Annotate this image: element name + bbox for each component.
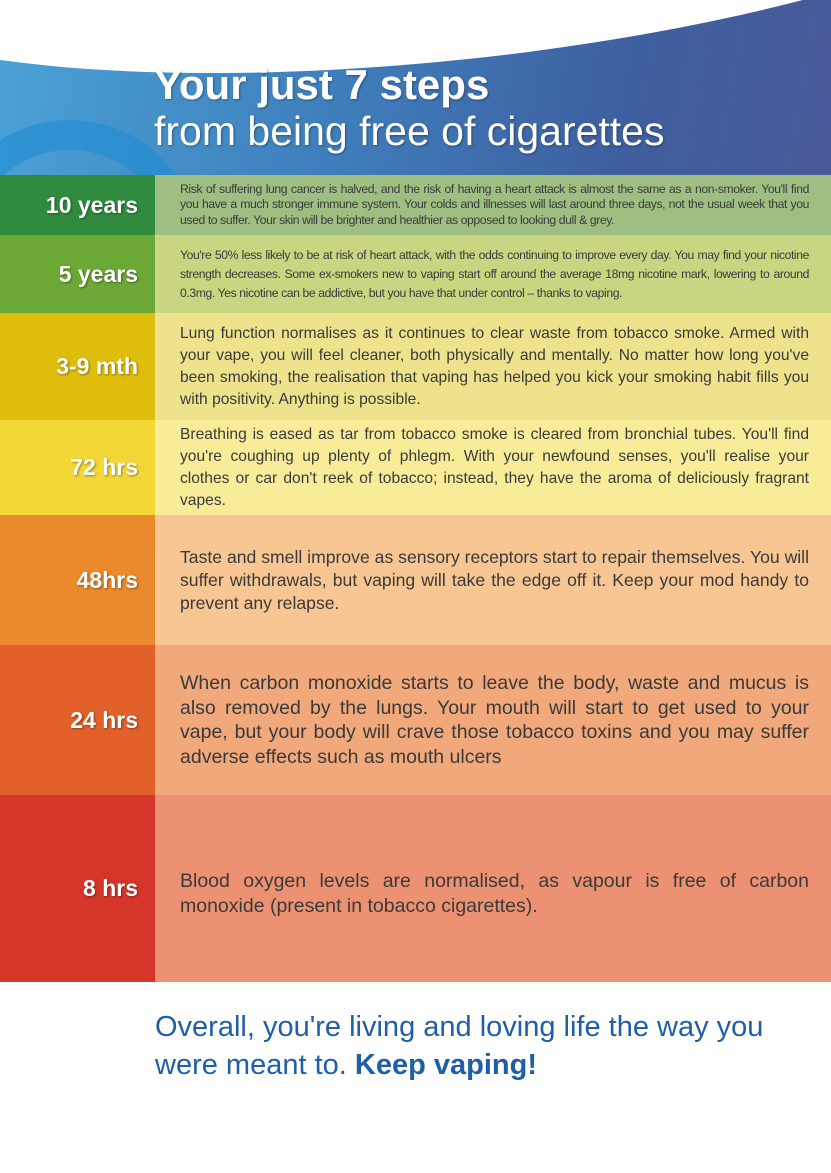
step-time-label: 3-9 mth bbox=[0, 313, 155, 420]
step-time-label: 5 years bbox=[0, 235, 155, 313]
step-description-panel: Lung function normalises as it continues… bbox=[155, 313, 831, 420]
step-time: 5 years bbox=[58, 260, 138, 287]
page-title: Your just 7 steps from being free of cig… bbox=[154, 61, 665, 155]
step-row: 72 hrs Breathing is eased as tar from to… bbox=[0, 420, 831, 515]
step-time-label: 48hrs bbox=[0, 515, 155, 645]
step-time: 24 hrs bbox=[70, 706, 138, 733]
title-line-1: Your just 7 steps bbox=[154, 61, 490, 108]
step-description-panel: When carbon monoxide starts to leave the… bbox=[155, 645, 831, 795]
header-banner: Your just 7 steps from being free of cig… bbox=[0, 0, 831, 175]
step-description: You're 50% less likely to be at risk of … bbox=[180, 247, 809, 300]
step-description-panel: Blood oxygen levels are normalised, as v… bbox=[155, 795, 831, 982]
step-row: 8 hrs Blood oxygen levels are normalised… bbox=[0, 795, 831, 982]
step-time: 3-9 mth bbox=[56, 353, 138, 379]
step-description-panel: Breathing is eased as tar from tobacco s… bbox=[155, 420, 831, 515]
step-row: 10 years Risk of suffering lung cancer i… bbox=[0, 175, 831, 235]
step-time: 10 years bbox=[45, 191, 138, 218]
step-row: 5 years You're 50% less likely to be at … bbox=[0, 235, 831, 313]
step-description-panel: You're 50% less likely to be at risk of … bbox=[155, 235, 831, 313]
footer-emphasis: Keep vaping! bbox=[354, 1049, 537, 1081]
footer-message: Overall, you're living and loving life t… bbox=[155, 1008, 775, 1084]
step-time-label: 10 years bbox=[0, 175, 155, 235]
step-description: Blood oxygen levels are normalised, as v… bbox=[180, 870, 809, 917]
title-line-2: from being free of cigarettes bbox=[154, 108, 665, 154]
step-description: When carbon monoxide starts to leave the… bbox=[180, 672, 809, 768]
step-time-label: 72 hrs bbox=[0, 420, 155, 515]
step-time: 72 hrs bbox=[70, 454, 138, 480]
step-time: 48hrs bbox=[76, 566, 138, 593]
footer-text: Overall, you're living and loving life t… bbox=[155, 1011, 764, 1081]
step-description: Risk of suffering lung cancer is halved,… bbox=[180, 181, 809, 227]
step-row: 24 hrs When carbon monoxide starts to le… bbox=[0, 645, 831, 795]
step-time-label: 24 hrs bbox=[0, 645, 155, 795]
step-description-panel: Taste and smell improve as sensory recep… bbox=[155, 515, 831, 645]
step-description: Taste and smell improve as sensory recep… bbox=[180, 546, 809, 613]
step-row: 3-9 mth Lung function normalises as it c… bbox=[0, 313, 831, 420]
step-time-label: 8 hrs bbox=[0, 795, 155, 982]
step-description: Lung function normalises as it continues… bbox=[180, 324, 809, 408]
step-description: Breathing is eased as tar from tobacco s… bbox=[180, 425, 809, 509]
step-row: 48hrs Taste and smell improve as sensory… bbox=[0, 515, 831, 645]
step-description-panel: Risk of suffering lung cancer is halved,… bbox=[155, 175, 831, 235]
step-time: 8 hrs bbox=[83, 875, 138, 901]
